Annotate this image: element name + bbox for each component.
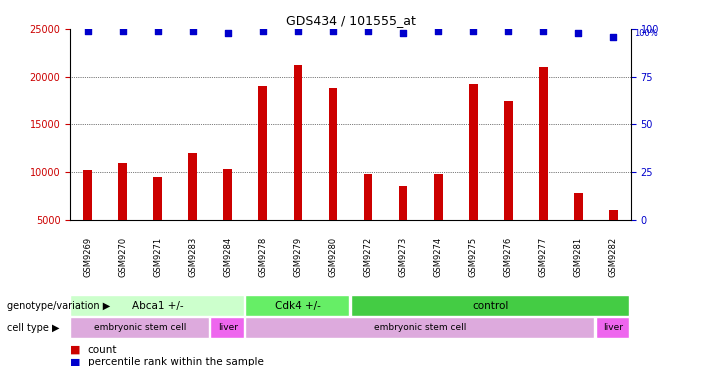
Text: GSM9276: GSM9276 <box>504 237 512 277</box>
Text: Abca1 +/-: Abca1 +/- <box>132 300 184 311</box>
Point <box>608 34 619 40</box>
FancyBboxPatch shape <box>245 317 594 338</box>
Point <box>538 28 549 34</box>
Point <box>187 28 198 34</box>
Text: embryonic stem cell: embryonic stem cell <box>374 323 467 332</box>
Bar <box>154 177 162 220</box>
Bar <box>83 170 92 220</box>
Text: GSM9274: GSM9274 <box>434 237 442 277</box>
Text: GSM9284: GSM9284 <box>224 237 232 277</box>
Text: GSM9280: GSM9280 <box>329 237 337 277</box>
Text: GSM9279: GSM9279 <box>294 237 302 277</box>
Text: GSM9278: GSM9278 <box>259 237 267 277</box>
Bar <box>434 174 442 220</box>
Text: GSM9281: GSM9281 <box>574 237 583 277</box>
Point <box>433 28 444 34</box>
Bar <box>574 193 583 220</box>
Point <box>82 28 93 34</box>
FancyBboxPatch shape <box>350 295 629 316</box>
Point <box>327 28 339 34</box>
FancyBboxPatch shape <box>245 295 349 316</box>
Point <box>222 30 233 36</box>
Text: GSM9271: GSM9271 <box>154 237 162 277</box>
Text: 100%: 100% <box>634 29 658 38</box>
Text: percentile rank within the sample: percentile rank within the sample <box>88 357 264 366</box>
Text: GSM9270: GSM9270 <box>118 237 127 277</box>
Text: GSM9282: GSM9282 <box>609 237 618 277</box>
Bar <box>294 66 302 220</box>
Bar <box>118 163 127 220</box>
Text: genotype/variation ▶: genotype/variation ▶ <box>7 300 110 311</box>
Point <box>468 28 479 34</box>
Text: Cdk4 +/-: Cdk4 +/- <box>275 300 321 311</box>
Text: control: control <box>472 300 509 311</box>
Point <box>362 28 374 34</box>
Text: liver: liver <box>604 323 623 332</box>
Point <box>397 30 409 36</box>
Point <box>152 28 163 34</box>
Point <box>573 30 584 36</box>
Text: cell type ▶: cell type ▶ <box>7 322 60 333</box>
Bar <box>189 153 197 220</box>
Bar <box>469 85 477 220</box>
FancyBboxPatch shape <box>596 317 629 338</box>
Text: GSM9273: GSM9273 <box>399 237 407 277</box>
FancyBboxPatch shape <box>70 317 209 338</box>
Bar <box>259 86 267 220</box>
Text: liver: liver <box>218 323 238 332</box>
Text: ■: ■ <box>70 344 81 355</box>
Bar <box>539 67 547 220</box>
Point <box>292 28 304 34</box>
Bar <box>329 88 337 220</box>
Text: embryonic stem cell: embryonic stem cell <box>94 323 186 332</box>
Bar <box>504 101 512 220</box>
Text: GSM9277: GSM9277 <box>539 237 547 277</box>
Point <box>257 28 268 34</box>
Bar <box>399 186 407 220</box>
Text: ■: ■ <box>70 357 81 366</box>
Bar <box>609 210 618 220</box>
Text: count: count <box>88 344 117 355</box>
Bar <box>364 174 372 220</box>
Title: GDS434 / 101555_at: GDS434 / 101555_at <box>285 14 416 27</box>
Point <box>503 28 514 34</box>
FancyBboxPatch shape <box>70 295 244 316</box>
Point <box>117 28 128 34</box>
Text: GSM9283: GSM9283 <box>189 237 197 277</box>
Text: GSM9275: GSM9275 <box>469 237 477 277</box>
FancyBboxPatch shape <box>210 317 244 338</box>
Bar <box>224 169 232 220</box>
Text: GSM9272: GSM9272 <box>364 237 372 277</box>
Text: GSM9269: GSM9269 <box>83 237 92 277</box>
